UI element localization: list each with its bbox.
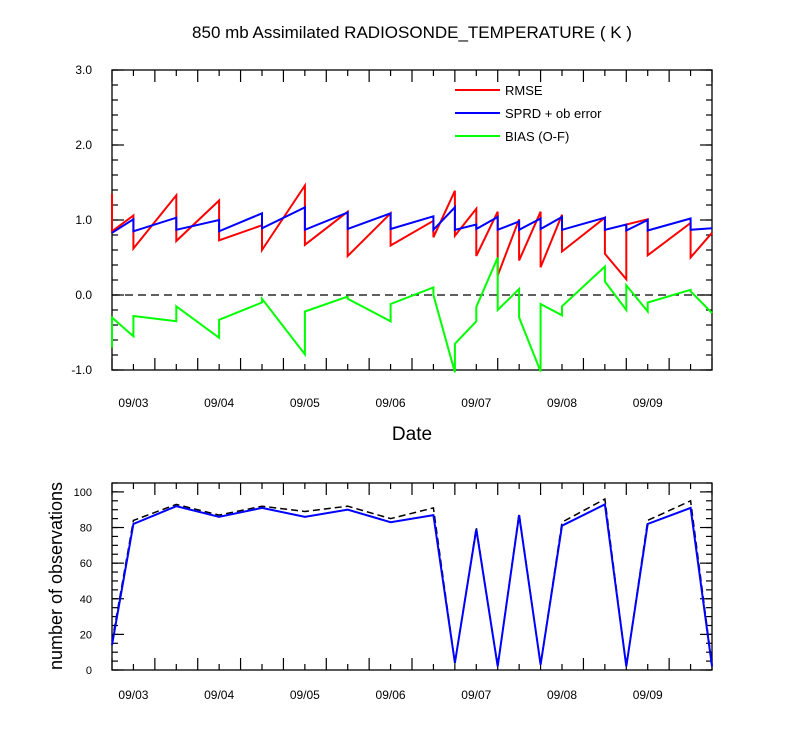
bottom-y-tick-label: 100 xyxy=(74,487,92,499)
top-y-tick-label: 3.0 xyxy=(75,63,92,77)
bottom-x-tick-label: 09/07 xyxy=(461,688,491,702)
top-x-tick-label: 09/08 xyxy=(547,396,577,410)
top-y-tick-label: -1.0 xyxy=(71,363,92,377)
series-line-possible-observations xyxy=(111,497,713,667)
bottom-y-tick-label: 40 xyxy=(80,594,92,606)
bottom-x-tick-label: 09/08 xyxy=(547,688,577,702)
y-axis-label-observations: number of observations xyxy=(46,482,66,670)
legend-label: SPRD + ob error xyxy=(505,106,602,121)
top-y-tick-label: 0.0 xyxy=(75,288,92,302)
top-y-tick-label: 2.0 xyxy=(75,138,92,152)
bottom-series xyxy=(111,497,713,667)
bottom-x-tick-label: 09/09 xyxy=(633,688,663,702)
bottom-y-tick-label: 20 xyxy=(80,629,92,641)
top-x-tick-label: 09/06 xyxy=(376,396,406,410)
top-y-tick-labels: -1.0 0.0 1.0 2.0 3.0 xyxy=(71,63,92,377)
series-line-bias-o-f xyxy=(111,257,713,373)
bottom-x-tick-label: 09/06 xyxy=(376,688,406,702)
bottom-x-tick-labels: 09/03 09/04 09/05 09/06 09/07 09/08 09/09 xyxy=(118,688,663,702)
top-x-tick-label: 09/09 xyxy=(633,396,663,410)
top-x-tick-label: 09/07 xyxy=(461,396,491,410)
top-panel: -1.00.01.02.03.0 09/03 09/04 09/05 09/06 09/… xyxy=(71,63,713,445)
x-axis-label: Date xyxy=(392,424,432,445)
bottom-x-tick-label: 09/04 xyxy=(204,688,234,702)
top-x-tick-labels: 09/03 09/04 09/05 09/06 09/07 09/08 09/09 xyxy=(118,396,663,410)
top-x-tick-label: 09/03 xyxy=(118,396,148,410)
legend-label: RMSE xyxy=(505,83,543,98)
bottom-y-tick-label: 60 xyxy=(80,558,92,570)
legend: RMSE SPRD + ob error BIAS (O-F) xyxy=(455,83,602,144)
series-line-assimilated-observations xyxy=(111,502,713,667)
bottom-ticks xyxy=(111,482,713,671)
series-line-sprd-ob-error xyxy=(111,204,713,234)
bottom-plot-frame xyxy=(111,482,713,671)
series-line-rmse xyxy=(111,182,713,283)
top-x-tick-label: 09/04 xyxy=(204,396,234,410)
top-ticks xyxy=(111,69,713,371)
chart-title: 850 mb Assimilated RADIOSONDE_TEMPERATUR… xyxy=(192,23,632,42)
top-series xyxy=(111,182,713,373)
top-x-tick-label: 09/05 xyxy=(290,396,320,410)
bottom-y-tick-label: 0 xyxy=(86,665,92,677)
bottom-y-tick-label: 80 xyxy=(80,523,92,535)
bottom-y-tick-labels: 0 20 40 60 80 100 xyxy=(74,487,92,677)
top-y-tick-label: 1.0 xyxy=(75,213,92,227)
bottom-x-tick-label: 09/03 xyxy=(118,688,148,702)
bottom-x-tick-label: 09/05 xyxy=(290,688,320,702)
legend-label: BIAS (O-F) xyxy=(505,129,569,144)
